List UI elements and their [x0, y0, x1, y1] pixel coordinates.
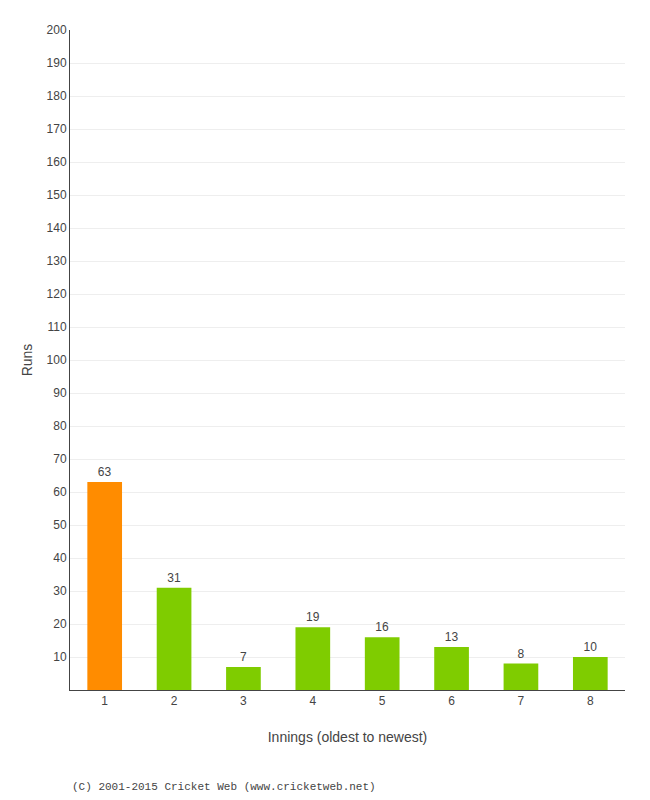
svg-text:16: 16	[375, 620, 389, 634]
svg-text:70: 70	[53, 452, 67, 466]
svg-text:130: 130	[47, 254, 67, 268]
svg-text:110: 110	[47, 320, 66, 334]
svg-text:19: 19	[306, 610, 320, 624]
svg-text:Runs: Runs	[19, 344, 35, 377]
svg-text:(C) 2001-2015 Cricket Web (www: (C) 2001-2015 Cricket Web (www.cricketwe…	[72, 781, 376, 793]
svg-text:7: 7	[518, 694, 525, 708]
svg-text:170: 170	[47, 122, 67, 136]
svg-text:50: 50	[53, 518, 67, 532]
svg-text:120: 120	[47, 287, 67, 301]
svg-text:8: 8	[517, 647, 524, 661]
svg-text:100: 100	[47, 353, 67, 367]
svg-text:4: 4	[309, 694, 316, 708]
svg-text:63: 63	[98, 465, 112, 479]
svg-text:150: 150	[47, 188, 67, 202]
svg-text:7: 7	[240, 650, 247, 664]
svg-text:190: 190	[47, 56, 67, 70]
svg-text:30: 30	[53, 584, 67, 598]
svg-text:80: 80	[53, 419, 67, 433]
svg-text:10: 10	[53, 650, 67, 664]
svg-text:10: 10	[583, 640, 597, 654]
svg-text:Innings (oldest to newest): Innings (oldest to newest)	[268, 729, 428, 745]
svg-text:5: 5	[379, 694, 386, 708]
svg-text:200: 200	[47, 23, 67, 37]
svg-text:6: 6	[448, 694, 455, 708]
svg-text:180: 180	[47, 89, 67, 103]
svg-text:160: 160	[47, 155, 67, 169]
svg-text:13: 13	[445, 630, 459, 644]
svg-text:8: 8	[587, 694, 594, 708]
svg-text:31: 31	[167, 571, 181, 585]
svg-text:40: 40	[53, 551, 67, 565]
svg-text:2: 2	[171, 694, 178, 708]
svg-text:1: 1	[101, 694, 108, 708]
svg-text:140: 140	[47, 221, 67, 235]
svg-text:20: 20	[53, 617, 67, 631]
svg-text:3: 3	[240, 694, 247, 708]
svg-text:90: 90	[53, 386, 67, 400]
svg-text:60: 60	[53, 485, 67, 499]
